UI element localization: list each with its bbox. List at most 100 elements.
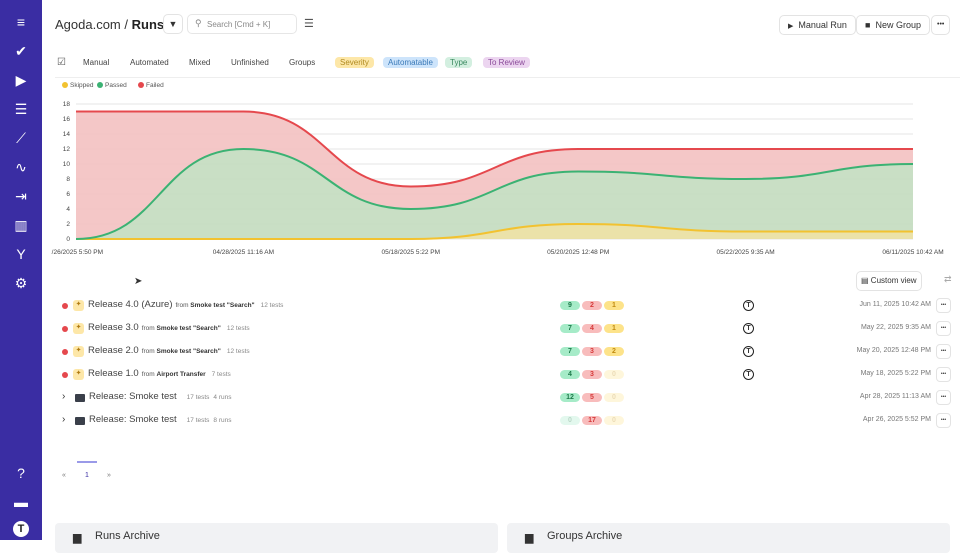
chart-icon[interactable]: ▥ bbox=[14, 217, 28, 233]
pulse-icon[interactable]: ∿ bbox=[15, 159, 27, 175]
filter-automatable[interactable]: Automatable bbox=[383, 57, 438, 68]
filter-to-review[interactable]: To Review bbox=[483, 57, 530, 68]
row-more-button[interactable]: ••• bbox=[936, 321, 951, 336]
x-tick-label: 06/11/2025 10:42 AM bbox=[882, 249, 943, 256]
run-row[interactable]: ✦ Release 3.0 from Smoke test "Search" 12 t… bbox=[55, 318, 955, 340]
project-link[interactable]: Agoda.com bbox=[55, 17, 121, 32]
legend-passed[interactable]: Passed bbox=[97, 82, 127, 89]
run-name[interactable]: Release: Smoke test bbox=[89, 391, 177, 402]
run-count: 8 runs bbox=[213, 417, 232, 424]
row-more-button[interactable]: ••• bbox=[936, 367, 951, 382]
line-passed bbox=[75, 147, 914, 240]
page-1-button[interactable]: 1 bbox=[85, 472, 89, 479]
skipped-count-badge: 0 bbox=[604, 416, 624, 425]
manual-run-button[interactable]: ▶ Manual Run bbox=[779, 15, 856, 35]
filter-severity[interactable]: Severity bbox=[335, 57, 374, 68]
search-input[interactable]: ⚲ Search [Cmd + K] bbox=[187, 14, 297, 34]
run-name[interactable]: Release 3.0 bbox=[88, 322, 139, 333]
run-row[interactable]: ✦ Release 2.0 from Smoke test "Search" 12 t… bbox=[55, 341, 955, 363]
skipped-count-badge: 2 bbox=[604, 347, 624, 356]
passed-count-badge: 9 bbox=[560, 301, 580, 310]
new-group-button[interactable]: ■ New Group bbox=[856, 15, 930, 35]
row-more-button[interactable]: ••• bbox=[936, 344, 951, 359]
user-avatar: T bbox=[743, 346, 754, 357]
swap-icon[interactable]: ⇄ bbox=[944, 274, 952, 284]
legend-swatch bbox=[97, 82, 103, 88]
row-more-button[interactable]: ••• bbox=[936, 390, 951, 405]
run-name[interactable]: Release: Smoke test bbox=[89, 414, 177, 425]
branch-icon[interactable]: Y bbox=[16, 246, 26, 262]
next-page-button[interactable]: » bbox=[107, 472, 111, 479]
prev-page-button[interactable]: « bbox=[62, 472, 66, 479]
import-icon[interactable]: ⇥ bbox=[15, 188, 27, 204]
row-more-button[interactable]: ••• bbox=[936, 413, 951, 428]
help-icon[interactable]: ? bbox=[17, 465, 25, 481]
y-tick-label: 4 bbox=[66, 206, 70, 213]
x-tick-label: 05/18/2025 5:22 PM bbox=[382, 249, 441, 256]
filter-button[interactable]: ▼ bbox=[163, 14, 183, 34]
failed-count-badge: 2 bbox=[582, 301, 602, 310]
tab-mixed[interactable]: Mixed bbox=[189, 58, 211, 67]
group-row[interactable]: › Release: Smoke test 17 tests 4 runs 12 5 0 Ap… bbox=[55, 387, 955, 409]
x-tick-label: 04/28/2025 11:16 AM bbox=[213, 249, 274, 256]
run-date: May 22, 2025 9:35 AM bbox=[860, 324, 931, 331]
page-title: Runs bbox=[131, 17, 165, 32]
check-icon[interactable]: ✔ bbox=[15, 43, 27, 59]
passed-count-badge: 7 bbox=[560, 347, 580, 356]
runs-archive-card[interactable]: ▆ Runs Archive bbox=[55, 523, 498, 553]
tab-manual[interactable]: Manual bbox=[83, 58, 110, 67]
user-avatar: T bbox=[743, 369, 754, 380]
failed-count-badge: 5 bbox=[582, 393, 602, 402]
filter-type[interactable]: Type bbox=[445, 57, 473, 68]
runs-archive-title: Runs Archive bbox=[95, 530, 160, 542]
run-row[interactable]: ✦ Release 1.0 from Airport Transfer 7 tests… bbox=[55, 364, 955, 386]
group-row[interactable]: › Release: Smoke test 17 tests 8 runs 0 17 0 Ap… bbox=[55, 410, 955, 432]
row-more-button[interactable]: ••• bbox=[936, 298, 951, 313]
menu-icon[interactable]: ≡ bbox=[16, 14, 26, 30]
area-failed bbox=[76, 111, 913, 239]
user-avatar: T bbox=[743, 323, 754, 334]
steps-icon[interactable]: ⟋ bbox=[16, 130, 26, 146]
play-icon: ▶ bbox=[788, 23, 794, 30]
tab-unfinished[interactable]: Unfinished bbox=[231, 58, 269, 67]
gear-icon[interactable]: ⚙ bbox=[14, 275, 28, 291]
select-all-icon[interactable]: ☑ bbox=[57, 57, 66, 68]
avatar-icon[interactable]: T bbox=[13, 521, 29, 537]
chevron-right-icon[interactable]: › bbox=[62, 391, 66, 402]
x-tick-label: /26/2025 5:50 PM bbox=[52, 249, 103, 256]
folder-icon[interactable]: ▬ bbox=[14, 494, 28, 510]
legend-skipped[interactable]: Skipped bbox=[62, 82, 94, 89]
play-circle-icon[interactable]: ▶ bbox=[15, 72, 27, 88]
legend-failed[interactable]: Failed bbox=[138, 82, 164, 89]
tab-groups[interactable]: Groups bbox=[289, 58, 316, 67]
test-count: 17 tests bbox=[186, 417, 210, 424]
y-tick-label: 0 bbox=[66, 236, 70, 243]
source-plan: Smoke test "Search" bbox=[190, 302, 255, 309]
archive-icon: ▆ bbox=[73, 532, 82, 544]
y-tick-label: 10 bbox=[63, 161, 71, 168]
passed-count-badge: 0 bbox=[560, 416, 580, 425]
run-name[interactable]: Release 4.0 (Azure) bbox=[88, 299, 173, 310]
passed-count-badge: 7 bbox=[560, 324, 580, 333]
run-name[interactable]: Release 1.0 bbox=[88, 368, 139, 379]
custom-view-button[interactable]: ▤ Custom view bbox=[856, 271, 922, 291]
groups-archive-title: Groups Archive bbox=[547, 530, 623, 542]
x-tick-label: 05/20/2025 12:48 PM bbox=[547, 249, 609, 256]
folder-icon bbox=[75, 394, 85, 402]
y-tick-label: 8 bbox=[66, 176, 70, 183]
folder-icon bbox=[75, 417, 85, 425]
tab-automated[interactable]: Automated bbox=[130, 58, 169, 67]
groups-archive-card[interactable]: ▆ Groups Archive bbox=[507, 523, 950, 553]
legend-label: Skipped bbox=[70, 82, 94, 89]
more-button[interactable]: ••• bbox=[931, 15, 951, 35]
run-name[interactable]: Release 2.0 bbox=[88, 345, 139, 356]
run-row[interactable]: ✦ Release 4.0 (Azure) from Smoke test "Sea… bbox=[55, 295, 955, 317]
custom-view-label: Custom view bbox=[870, 276, 917, 285]
passed-count-badge: 12 bbox=[560, 393, 580, 402]
run-date: Apr 26, 2025 5:52 PM bbox=[862, 416, 931, 423]
chevron-right-icon[interactable]: › bbox=[62, 414, 66, 425]
settings-sliders-icon[interactable]: ☰ bbox=[304, 18, 314, 30]
list-check-icon[interactable]: ☰ bbox=[14, 101, 28, 117]
test-count: 17 tests bbox=[186, 394, 210, 401]
runs-chart: 0 2 4 6 8 10 12 14 16 18/26/2025 5:50 PM 04/28/202… bbox=[52, 101, 944, 256]
